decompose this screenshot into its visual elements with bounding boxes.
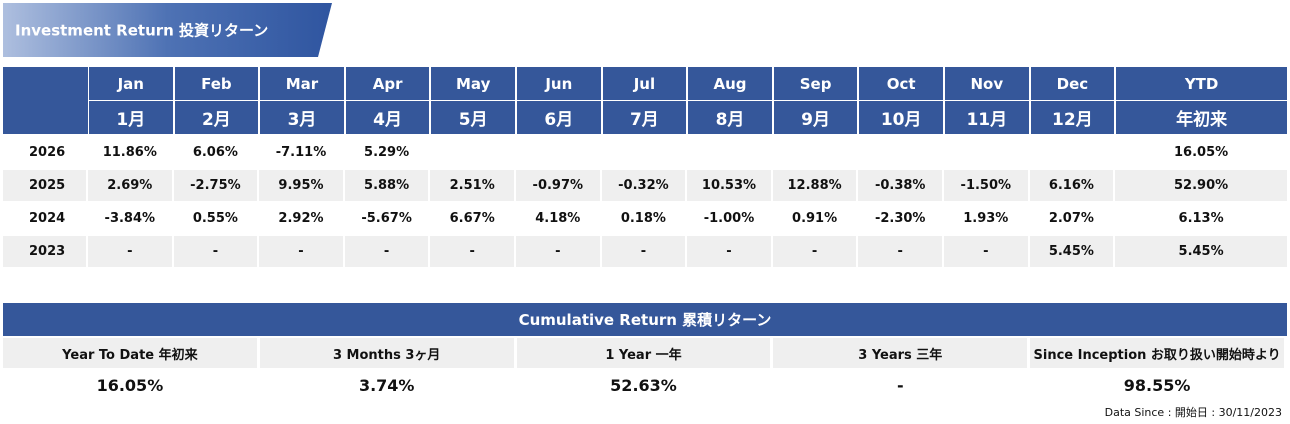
monthly-return: 1.93% [963, 211, 1009, 226]
month-jp: 5月 [430, 101, 515, 134]
monthly-return [944, 137, 1028, 168]
cumulative-title: Cumulative Return 累積リターン [3, 303, 1287, 336]
monthly-return: 5.45% [1029, 236, 1114, 267]
header-corner [3, 67, 88, 134]
month-en: Dec [1029, 67, 1115, 100]
monthly-return: - [858, 236, 942, 267]
monthly-return: 4.18% [535, 211, 581, 226]
monthly-return: 11.86% [102, 145, 157, 160]
title-banner: Investment Return 投資リターン [3, 3, 332, 57]
monthly-return: - [944, 236, 1028, 267]
month-en: Feb [173, 67, 259, 100]
month-en: Sep [772, 67, 858, 100]
monthly-return: -5.67% [361, 211, 412, 226]
cumulative-value: 98.55% [1123, 375, 1191, 395]
month-jp: 10月 [858, 101, 943, 134]
cumulative-label: Since Inception お取り扱い開始時より [1030, 338, 1284, 368]
monthly-return: 2.07% [1048, 211, 1094, 226]
ytd-en: YTD [1115, 67, 1287, 100]
monthly-return: - [259, 236, 343, 267]
monthly-return [773, 137, 857, 168]
monthly-return [430, 137, 514, 168]
monthly-return: -7.11% [275, 145, 327, 160]
title: Investment Return 投資リターン [15, 22, 268, 40]
year-label: 2024 [29, 211, 66, 226]
monthly-return: 0.91% [792, 211, 838, 226]
month-jp: 1月 [88, 101, 173, 134]
monthly-return [1030, 137, 1114, 168]
monthly-return: -0.97% [516, 170, 600, 201]
monthly-return: 9.95% [259, 170, 343, 201]
cumulative-label: 3 Years 三年 [773, 338, 1028, 368]
monthly-return: 0.55% [192, 211, 238, 226]
monthly-return: 10.53% [687, 170, 771, 201]
month-jp: 3月 [259, 101, 344, 134]
cumulative-value: 3.74% [358, 375, 415, 395]
monthly-return: 5.29% [364, 145, 410, 160]
year-label: 2025 [3, 170, 86, 201]
monthly-return: 6.06% [192, 145, 238, 160]
cumulative-label: 1 Year 一年 [516, 338, 771, 368]
monthly-return: 2.69% [88, 170, 172, 201]
monthly-return: -0.32% [601, 170, 686, 201]
month-en: Jun [516, 67, 601, 100]
monthly-return [516, 137, 600, 168]
month-en: Jan [88, 67, 173, 100]
monthly-return: - [516, 236, 600, 267]
ytd-jp: 年初来 [1115, 101, 1287, 134]
monthly-return: -3.84% [104, 211, 156, 226]
month-en: Nov [944, 67, 1029, 100]
monthly-return: 0.18% [620, 211, 666, 226]
month-jp: 12月 [1029, 101, 1115, 134]
monthly-return: - [687, 236, 771, 267]
monthly-return: -1.50% [944, 170, 1028, 201]
year-label: 2026 [29, 145, 66, 160]
month-jp: 11月 [944, 101, 1029, 134]
monthly-return: -2.30% [874, 211, 926, 226]
cumulative-label: Year To Date 年初来 [3, 338, 257, 368]
monthly-return [687, 137, 771, 168]
ytd-return: 5.45% [1115, 236, 1287, 267]
monthly-return: 12.88% [772, 170, 857, 201]
monthly-return [602, 137, 686, 168]
monthly-return [858, 137, 942, 168]
ytd-return: 6.13% [1178, 211, 1224, 226]
monthly-return: -0.38% [858, 170, 942, 201]
monthly-return: - [772, 236, 857, 267]
monthly-return: 6.67% [449, 211, 495, 226]
cumulative-value: 52.63% [610, 375, 677, 395]
monthly-return: - [88, 236, 172, 267]
monthly-return: 2.92% [278, 211, 324, 226]
monthly-return: -1.00% [703, 211, 755, 226]
ytd-return: 52.90% [1115, 170, 1287, 201]
month-jp: 2月 [173, 101, 259, 134]
monthly-return: - [344, 236, 429, 267]
monthly-return: 6.16% [1029, 170, 1114, 201]
month-jp: 8月 [687, 101, 772, 134]
month-jp: 4月 [344, 101, 430, 134]
monthly-return: 5.88% [344, 170, 429, 201]
year-label: 2023 [3, 236, 86, 267]
cumulative-value: 16.05% [96, 375, 164, 395]
cumulative-value: - [896, 375, 904, 395]
month-en: Apr [344, 67, 430, 100]
month-jp: 7月 [601, 101, 687, 134]
month-en: Oct [858, 67, 943, 100]
cumulative-label: 3 Months 3ヶ月 [259, 338, 514, 368]
footer-note: Data Since : 開始日 : 30/11/2023 [1104, 406, 1282, 419]
month-jp: 6月 [516, 101, 601, 134]
monthly-return: - [430, 236, 514, 267]
month-jp: 9月 [772, 101, 858, 134]
monthly-return: -2.75% [173, 170, 258, 201]
monthly-return: 2.51% [430, 170, 514, 201]
month-en: May [430, 67, 515, 100]
month-en: Aug [687, 67, 772, 100]
monthly-return: - [601, 236, 686, 267]
month-en: Mar [259, 67, 344, 100]
monthly-return: - [173, 236, 258, 267]
ytd-return: 16.05% [1174, 145, 1229, 160]
month-en: Jul [601, 67, 687, 100]
